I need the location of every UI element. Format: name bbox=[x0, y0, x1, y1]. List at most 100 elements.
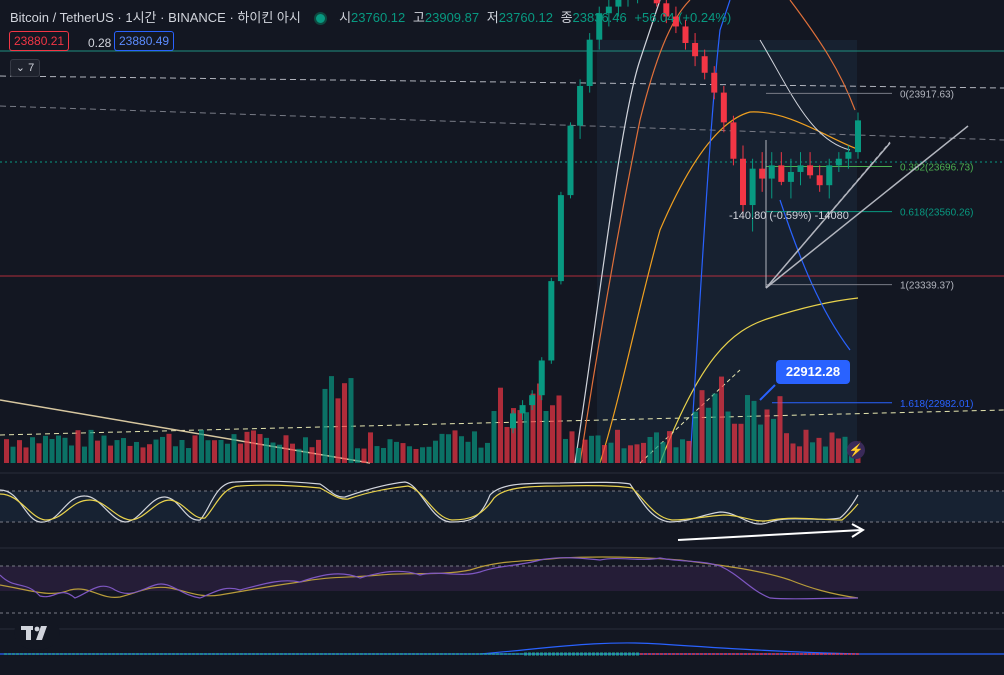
volume-bar bbox=[205, 440, 211, 463]
volume-bar bbox=[413, 448, 419, 463]
fib-retracement[interactable]: 0(23917.63) 0.382(23696.73) 0.618(23560.26… bbox=[766, 89, 973, 410]
volume-bar bbox=[530, 393, 536, 463]
volume-bar bbox=[36, 443, 42, 463]
volume-bar bbox=[712, 393, 718, 463]
macd-bar bbox=[112, 653, 115, 655]
volume-bar bbox=[823, 446, 828, 463]
macd-bar bbox=[48, 653, 51, 655]
macd-bar bbox=[728, 653, 731, 655]
macd-bar bbox=[156, 653, 159, 655]
candle-body bbox=[720, 92, 727, 123]
macd-bar bbox=[688, 653, 691, 655]
volume-bar bbox=[121, 438, 126, 463]
ma-orange-2 bbox=[789, 0, 856, 111]
macd-bar bbox=[400, 653, 403, 655]
macd-bar bbox=[4, 653, 7, 655]
volume-bar bbox=[62, 437, 68, 463]
low-value: 23760.12 bbox=[498, 10, 553, 25]
macd-bar bbox=[80, 653, 83, 655]
volume-bar bbox=[147, 444, 152, 463]
macd-bar bbox=[88, 653, 91, 655]
macd-bar bbox=[632, 652, 635, 656]
volume-bar bbox=[329, 376, 334, 463]
buy-price-button[interactable]: 23880.49 bbox=[114, 31, 175, 51]
macd-bar bbox=[172, 653, 175, 655]
volume-bar bbox=[550, 405, 555, 463]
volume-bar bbox=[342, 383, 347, 463]
volume-bar bbox=[836, 438, 841, 463]
macd-bar bbox=[720, 653, 723, 655]
macd-bar bbox=[820, 653, 823, 655]
macd-bar bbox=[592, 652, 595, 656]
volume-bar bbox=[654, 432, 659, 463]
market-status-icon bbox=[314, 12, 328, 26]
macd-bar bbox=[216, 653, 219, 655]
symbol-title[interactable]: Bitcoin / TetherUS · 1시간 · BINANCE · 하이킨… bbox=[10, 10, 301, 25]
macd-bar bbox=[596, 652, 599, 656]
macd-bar bbox=[768, 653, 771, 655]
candle-body bbox=[672, 16, 679, 27]
macd-bar bbox=[232, 653, 235, 655]
stoch-trend-arrow[interactable] bbox=[677, 529, 863, 541]
price-callout[interactable]: 22912.28 bbox=[776, 360, 850, 384]
macd-bar bbox=[472, 653, 475, 655]
macd-bar bbox=[328, 653, 331, 655]
spread-value: 0.28 bbox=[88, 36, 112, 50]
macd-bar bbox=[856, 653, 859, 655]
macd-bar bbox=[248, 653, 251, 655]
macd-bar bbox=[504, 653, 507, 655]
macd-bar bbox=[24, 653, 27, 655]
macd-bar bbox=[444, 653, 447, 655]
downtrend-line bbox=[0, 399, 371, 464]
macd-bar bbox=[568, 652, 571, 656]
macd-bar bbox=[404, 653, 407, 655]
lightning-icon[interactable]: ⚡ bbox=[847, 441, 865, 459]
volume-bar bbox=[173, 446, 178, 463]
macd-bar bbox=[412, 653, 415, 655]
low-label: 저 bbox=[486, 10, 499, 25]
volume-bar bbox=[218, 439, 224, 463]
sell-price-button[interactable]: 23880.21 bbox=[9, 31, 70, 51]
macd-bar bbox=[772, 653, 775, 655]
macd-bar bbox=[496, 653, 499, 655]
volume-bar bbox=[784, 433, 789, 463]
volume-bars bbox=[4, 376, 861, 463]
macd-bar bbox=[76, 653, 79, 655]
macd-bar bbox=[356, 653, 359, 655]
candle-body bbox=[519, 405, 526, 414]
indicators-toggle-button[interactable]: ⌄ 7 bbox=[10, 59, 40, 77]
volume-bar bbox=[251, 430, 256, 463]
macd-bar bbox=[352, 653, 355, 655]
macd-bar bbox=[296, 653, 299, 655]
macd-bar bbox=[40, 653, 43, 655]
triangle-lower[interactable] bbox=[765, 142, 891, 289]
macd-bar bbox=[368, 653, 371, 655]
volume-bar bbox=[374, 446, 380, 463]
volume-bar bbox=[719, 376, 724, 463]
candle-body bbox=[730, 122, 737, 159]
macd-bar bbox=[16, 653, 19, 655]
macd-bar bbox=[836, 653, 839, 655]
macd-bar bbox=[84, 653, 87, 655]
macd-bar bbox=[520, 653, 523, 655]
volume-bar bbox=[810, 442, 815, 463]
macd-bar bbox=[68, 653, 71, 655]
macd-bar bbox=[204, 653, 207, 655]
volume-bar bbox=[433, 440, 438, 463]
volume-bar bbox=[647, 437, 653, 463]
candle-body bbox=[605, 6, 612, 14]
macd-bar bbox=[384, 653, 387, 655]
macd-bar bbox=[120, 653, 123, 655]
macd-bar bbox=[100, 653, 103, 655]
tradingview-logo[interactable] bbox=[14, 616, 60, 650]
volume-bar bbox=[517, 410, 523, 463]
macd-bar bbox=[148, 653, 151, 655]
macd-bar bbox=[164, 653, 167, 655]
volume-bar bbox=[524, 412, 529, 463]
macd-bar bbox=[108, 653, 111, 655]
volume-bar bbox=[127, 445, 133, 463]
volume-bar bbox=[140, 447, 146, 463]
triangle-upper[interactable] bbox=[765, 125, 969, 289]
macd-bar bbox=[200, 653, 203, 655]
